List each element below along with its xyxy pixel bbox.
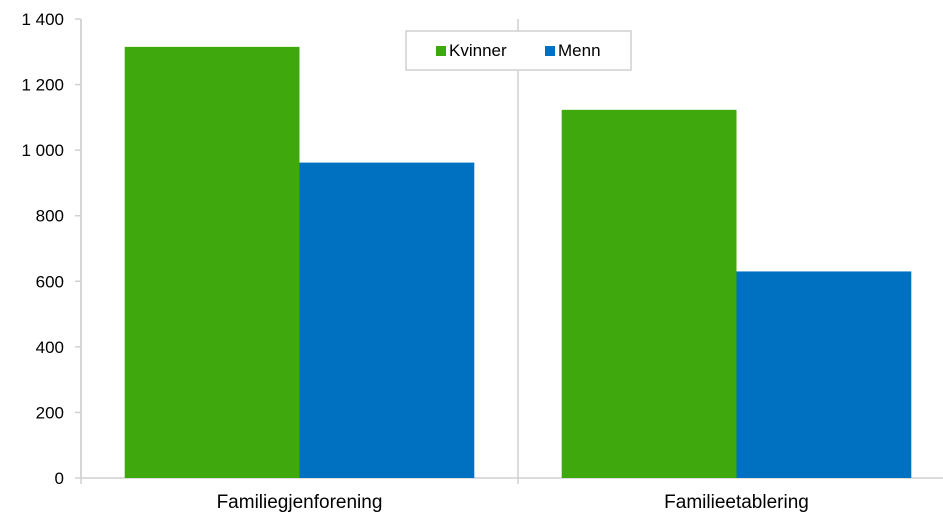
x-tick-labels: Familiegjenforening Familieetablering xyxy=(217,492,809,513)
y-tick-label: 600 xyxy=(36,272,64,291)
bar-menn-1 xyxy=(736,271,912,478)
legend-label-kvinner: Kvinner xyxy=(449,41,507,60)
y-tick-label: 800 xyxy=(36,207,64,226)
legend-swatch-kvinner xyxy=(436,46,446,56)
y-tick-label: 1 000 xyxy=(21,141,64,160)
x-tick-label: Familieetablering xyxy=(664,492,809,513)
y-tick-label: 400 xyxy=(36,338,64,357)
bar-menn-0 xyxy=(299,162,475,478)
legend: Kvinner Menn xyxy=(405,30,632,71)
y-tick-label: 200 xyxy=(36,403,64,422)
legend-swatch-menn xyxy=(545,46,555,56)
bars-layer xyxy=(124,46,912,478)
bar-kvinner-1 xyxy=(561,109,737,478)
legend-label-menn: Menn xyxy=(558,41,601,60)
x-tick-label: Familiegjenforening xyxy=(217,492,383,513)
y-tick-labels: 0 200 400 600 800 1 000 1 200 1 400 xyxy=(21,10,64,488)
y-tick-label: 0 xyxy=(55,469,64,488)
y-tick-label: 1 200 xyxy=(21,76,64,95)
y-tick-label: 1 400 xyxy=(21,10,64,29)
bar-kvinner-0 xyxy=(124,46,300,478)
